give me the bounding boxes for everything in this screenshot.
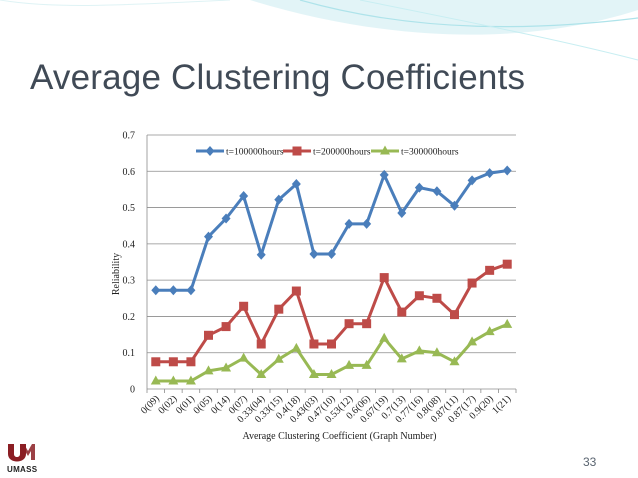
series-2-point [485, 265, 495, 275]
umass-logo-text: UMASS [7, 465, 38, 474]
series-2-point [151, 357, 161, 367]
series-2-point [344, 319, 354, 329]
series-2-point [221, 322, 231, 332]
y-tick-label: 0 [130, 385, 135, 396]
series-2-point [397, 307, 407, 317]
series-2-point [239, 301, 249, 311]
decorative-swoosh-line-2 [359, 0, 638, 61]
legend-marker-3 [380, 145, 390, 155]
series-3-point [150, 375, 161, 385]
series-1-point [256, 249, 266, 260]
y-tick-label: 0.4 [123, 239, 136, 250]
series-2-point [291, 286, 301, 296]
x-tick-label: 0(09) [139, 393, 162, 416]
series-1-point [204, 231, 213, 242]
x-tick-label: 1(21) [490, 393, 513, 416]
series-3-point [168, 375, 179, 385]
series-3-point [449, 356, 460, 366]
legend-label-2: t=200000hours [313, 148, 371, 158]
x-tick-label: 0(14) [209, 393, 232, 416]
series-3-point [414, 345, 425, 355]
series-3-point [308, 368, 319, 378]
series-3-point [431, 347, 442, 357]
series-1-point [379, 169, 389, 180]
series-2-point [502, 259, 512, 269]
series-3-point [185, 375, 196, 385]
series-3-point [238, 352, 249, 362]
series-1-point [414, 182, 424, 193]
series-3-point [344, 359, 355, 369]
y-tick-label: 0.3 [123, 276, 136, 287]
decorative-swoosh-line [299, 0, 638, 28]
series-3-point [467, 336, 478, 346]
series-1-point [239, 190, 249, 201]
series-3-point [326, 368, 337, 378]
series-2-point [327, 339, 336, 349]
series-2-point [186, 357, 196, 367]
series-3-point [273, 353, 284, 363]
series-1-point [309, 249, 319, 260]
series-3-point [256, 368, 267, 378]
x-tick-label: 0(01) [174, 393, 197, 416]
y-tick-label: 0.7 [123, 131, 136, 142]
series-1-point [327, 249, 336, 260]
series-1-point [467, 175, 477, 186]
x-tick-label: 0(02) [156, 393, 179, 416]
series-2-point [309, 339, 319, 349]
series-1-point [502, 165, 512, 176]
y-tick-label: 0.2 [123, 312, 136, 323]
series-1-point [168, 285, 178, 296]
x-axis-title: Average Clustering Coefficient (Graph Nu… [242, 431, 436, 442]
series-1-point [186, 285, 196, 296]
series-2-point [274, 304, 284, 314]
series-2-point [379, 273, 389, 283]
y-tick-label: 0.5 [123, 203, 136, 214]
series-3-point [291, 342, 302, 352]
series-1-point [450, 200, 459, 211]
series-3-point [396, 353, 407, 363]
legend-marker-2 [292, 146, 302, 156]
series-1-point [362, 218, 372, 229]
series-1-point [432, 186, 442, 197]
x-tick-label: 0(05) [192, 393, 215, 416]
decorative-swoosh-line-3 [0, 0, 231, 6]
series-3-point [502, 318, 513, 328]
series-1-point [291, 178, 301, 189]
series-2-point [414, 291, 424, 301]
series-3-point [484, 326, 495, 336]
series-2-point [450, 310, 459, 320]
y-axis-title: Reliability [111, 253, 122, 295]
legend-marker-1 [205, 146, 215, 156]
series-1-point [485, 168, 495, 179]
page-number: 33 [583, 455, 597, 469]
series-3-point [221, 362, 232, 372]
legend-label-1: t=100000hours [226, 148, 284, 158]
y-tick-label: 0.1 [123, 348, 136, 359]
series-1-point [274, 194, 284, 205]
umass-logo-icon [8, 444, 35, 462]
y-tick-label: 0.6 [123, 167, 136, 178]
series-2-point [362, 319, 372, 329]
series-3-point [379, 332, 390, 342]
series-2-point [256, 339, 266, 349]
legend-label-3: t=300000hours [401, 148, 459, 158]
series-2-point [168, 357, 178, 367]
series-1-point [221, 213, 231, 224]
series-2-point [467, 278, 477, 288]
series-2-point [204, 330, 213, 340]
series-1-point [344, 218, 354, 229]
series-3-point [203, 365, 214, 375]
series-1-point [397, 208, 407, 219]
series-2-point [432, 293, 442, 303]
series-3-point [361, 359, 372, 369]
series-1-point [151, 285, 161, 296]
slide-title: Average Clustering Coefficients [30, 58, 526, 97]
series-line-1 [155, 169, 508, 292]
